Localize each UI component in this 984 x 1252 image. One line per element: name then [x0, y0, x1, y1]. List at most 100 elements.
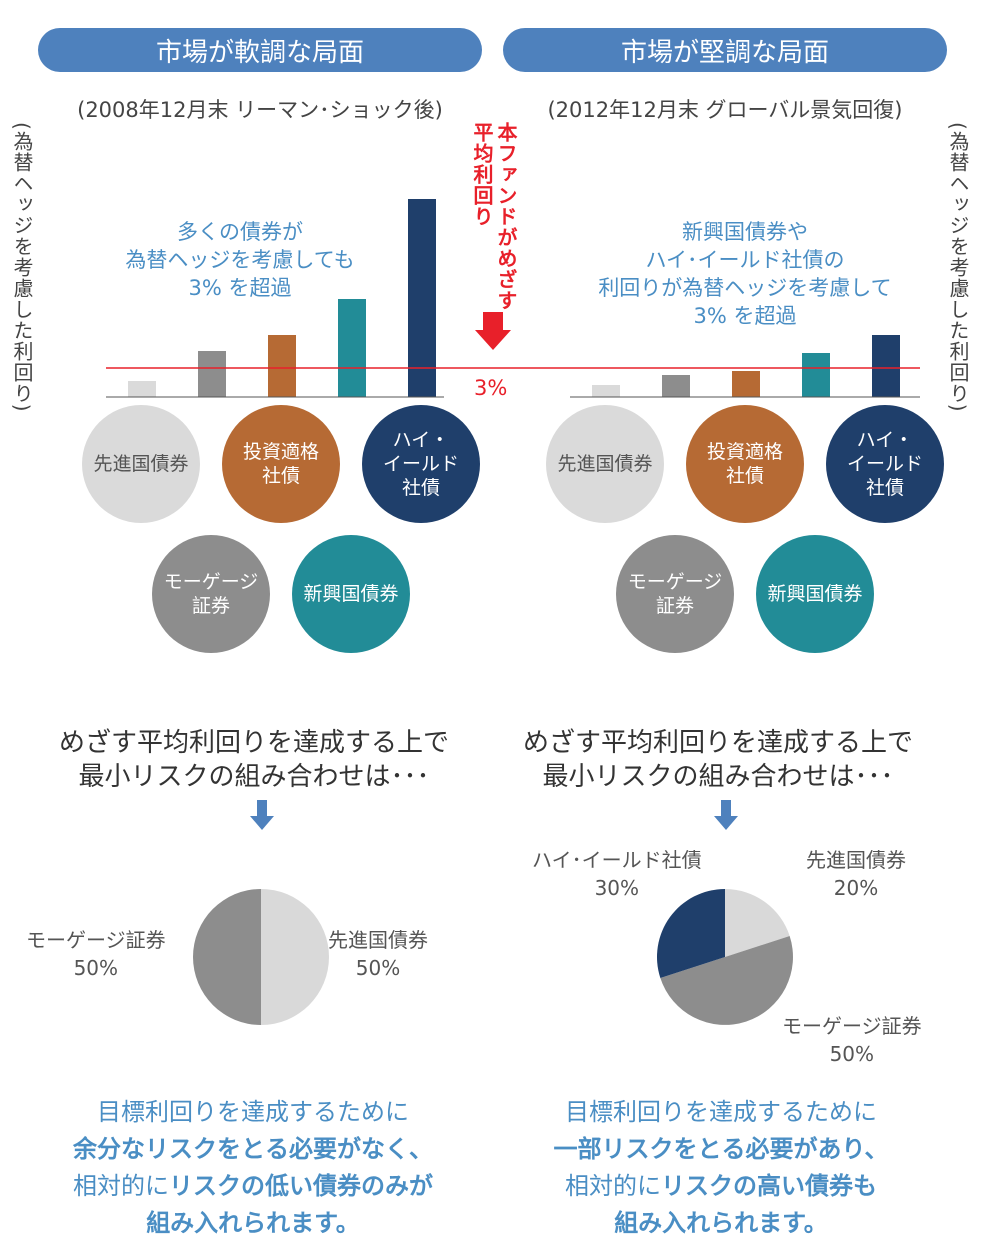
- slice-value: 50%: [73, 956, 119, 980]
- right-note-line: 3% を超過: [693, 304, 797, 328]
- left-heading: めざす平均利回りを達成する上で 最小リスクの組み合わせは･･･: [14, 726, 494, 794]
- conclusion-line: 目標利回りを達成するために: [565, 1098, 877, 1126]
- left-down-arrow-icon: [250, 800, 274, 830]
- bar: [268, 335, 296, 397]
- right-heading: めざす平均利回りを達成する上で 最小リスクの組み合わせは･･･: [478, 726, 958, 794]
- right-circle-mortgage: モーゲージ 証券: [616, 535, 734, 653]
- conclusion-emphasis: 一部リスクをとる必要があり、: [553, 1135, 889, 1163]
- circle-label: 投資適格: [242, 441, 319, 463]
- circle-label: 投資適格: [706, 441, 783, 463]
- bar: [338, 299, 366, 397]
- left-note-line: 多くの債券が: [177, 220, 303, 244]
- pie-slice: [660, 935, 793, 1025]
- left-period: (2008年12月末 リーマン･ショック後): [77, 98, 443, 122]
- slice-value: 50%: [829, 1042, 875, 1066]
- circle-label: モーゲージ: [163, 571, 259, 593]
- slice-label: モーゲージ証券: [26, 928, 166, 952]
- left-circle-mortgage: モーゲージ 証券: [152, 535, 270, 653]
- circle-label: ハイ・: [392, 429, 450, 451]
- bar: [198, 351, 226, 397]
- right-bar-chart: [592, 335, 900, 397]
- left-circle-high-yield: ハイ・ イールド 社債: [362, 405, 480, 523]
- bar: [872, 335, 900, 397]
- right-down-arrow-icon: [714, 800, 738, 830]
- circle-label: 先進国債券: [557, 453, 653, 475]
- bar: [408, 199, 436, 397]
- right-circle-emerging: 新興国債券: [756, 535, 874, 653]
- conclusion-line: 相対的に: [565, 1172, 661, 1200]
- heading-line: めざす平均利回りを達成する上で: [522, 728, 913, 758]
- left-circle-investment-grade: 投資適格 社債: [222, 405, 340, 523]
- circle-label: モーゲージ: [627, 571, 723, 593]
- left-axis-label: (為替ヘッジを考慮した利回り): [10, 122, 34, 413]
- heading-line: 最小リスクの組み合わせは･･･: [78, 762, 430, 792]
- circle-label: 社債: [725, 465, 764, 487]
- target-value: 3%: [474, 376, 508, 400]
- conclusion-emphasis: リスクの高い債券も: [661, 1172, 877, 1200]
- pie-slice: [261, 889, 329, 1025]
- left-header: 市場が軟調な局面: [38, 28, 482, 72]
- circle-label: ハイ・: [856, 429, 914, 451]
- allocation-pie-charts: [193, 889, 793, 1025]
- left-pie-label-mortgage: モーゲージ証券 50%: [26, 926, 166, 982]
- conclusion-emphasis: 組み入れられます。: [146, 1209, 360, 1237]
- circle-label: イールド: [846, 453, 923, 475]
- pie-slice: [193, 889, 261, 1025]
- right-pie-label-mortgage: モーゲージ証券 50%: [782, 1012, 922, 1068]
- conclusion-line: 相対的に: [73, 1172, 169, 1200]
- conclusion-emphasis: 余分なリスクをとる必要がなく、: [73, 1135, 433, 1163]
- right-note: 新興国債券や ハイ･イールド社債の 利回りが為替ヘッジを考慮して 3% を超過: [580, 218, 910, 330]
- left-bar-chart: [128, 199, 436, 397]
- target-label: 本ファンドがめざす平均利回り: [470, 122, 520, 312]
- right-period: (2012年12月末 グローバル景気回復): [547, 98, 903, 122]
- right-conclusion: 目標利回りを達成するために 一部リスクをとる必要があり、 相対的にリスクの高い債…: [486, 1094, 956, 1242]
- slice-value: 50%: [355, 956, 401, 980]
- left-circle-emerging: 新興国債券: [292, 535, 410, 653]
- right-note-line: 利回りが為替ヘッジを考慮して: [598, 276, 892, 300]
- right-pie-chart: [657, 889, 793, 1025]
- bar: [732, 371, 760, 397]
- circle-label: 新興国債券: [303, 583, 399, 605]
- heading-line: めざす平均利回りを達成する上で: [58, 728, 449, 758]
- circle-label: 社債: [865, 477, 904, 499]
- pie-slice: [657, 889, 725, 979]
- left-conclusion: 目標利回りを達成するために 余分なリスクをとる必要がなく、 相対的にリスクの低い…: [18, 1094, 488, 1242]
- bar: [128, 381, 156, 397]
- bar: [592, 385, 620, 397]
- slice-label: 先進国債券: [328, 928, 428, 952]
- bar: [802, 353, 830, 397]
- slice-label: モーゲージ証券: [782, 1014, 922, 1038]
- conclusion-line: 目標利回りを達成するために: [97, 1098, 409, 1126]
- slice-value: 30%: [594, 876, 640, 900]
- right-circle-investment-grade: 投資適格 社債: [686, 405, 804, 523]
- right-pie-label-high-yield: ハイ･イールド社債 30%: [532, 846, 702, 902]
- right-note-line: 新興国債券や: [682, 220, 808, 244]
- left-pie-chart: [193, 889, 329, 1025]
- left-pie-label-developed: 先進国債券 50%: [328, 926, 428, 982]
- yield-bar-charts: [106, 199, 920, 398]
- left-note-line: 為替ヘッジを考慮しても: [125, 248, 355, 272]
- heading-line: 最小リスクの組み合わせは･･･: [542, 762, 894, 792]
- left-note-line: 3% を超過: [188, 276, 292, 300]
- circle-label: 社債: [261, 465, 300, 487]
- target-down-arrow-icon: [475, 312, 511, 350]
- circle-label: 先進国債券: [93, 453, 189, 475]
- circle-label: イールド: [382, 453, 459, 475]
- target-label-text: 本ファンドがめざす平均利回り: [470, 122, 518, 311]
- circle-label: 新興国債券: [767, 583, 863, 605]
- right-circle-high-yield: ハイ・ イールド 社債: [826, 405, 944, 523]
- right-note-line: ハイ･イールド社債の: [645, 248, 845, 272]
- left-circle-developed: 先進国債券: [82, 405, 200, 523]
- left-note: 多くの債券が 為替ヘッジを考慮しても 3% を超過: [110, 218, 370, 302]
- right-axis-label: (為替ヘッジを考慮した利回り): [946, 122, 970, 413]
- slice-label: ハイ･イールド社債: [532, 848, 702, 872]
- right-pie-label-developed: 先進国債券 20%: [806, 846, 906, 902]
- slice-value: 20%: [833, 876, 879, 900]
- circle-label: 社債: [401, 477, 440, 499]
- pie-slice: [725, 889, 790, 957]
- conclusion-emphasis: 組み入れられます。: [614, 1209, 828, 1237]
- bar: [662, 375, 690, 397]
- right-circle-developed: 先進国債券: [546, 405, 664, 523]
- right-header: 市場が堅調な局面: [503, 28, 947, 72]
- slice-label: 先進国債券: [806, 848, 906, 872]
